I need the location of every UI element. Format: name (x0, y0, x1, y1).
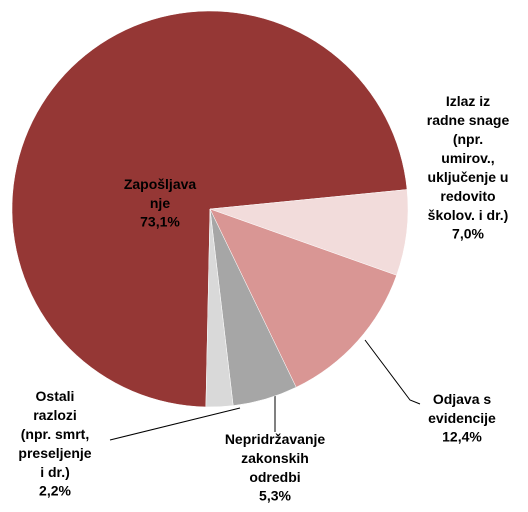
label-line: (npr. smrt, (21, 426, 89, 442)
label-line: zakonskih (241, 450, 309, 466)
value-label: 2,2% (39, 483, 71, 499)
value-label: 7,0% (452, 226, 484, 242)
label-line: uključenje u (428, 169, 509, 185)
label-line: Izlaz iz (446, 93, 490, 109)
label-line: odredbi (249, 469, 300, 485)
label-line: Odjava s (433, 391, 492, 407)
label-line: školov. i dr.) (428, 207, 509, 223)
label-line: radne snage (427, 112, 510, 128)
pie-slice (209, 208, 397, 388)
label-line: Ostali (36, 388, 75, 404)
label-line: (npr. (453, 131, 483, 147)
label-line: i dr.) (40, 464, 70, 480)
value-label: 5,3% (259, 488, 291, 504)
slice-label: Ostali razlozi (npr. smrt, preseljenje i dr.… (18, 388, 91, 480)
pie-slice (11, 10, 408, 408)
label-line: nje (150, 195, 170, 211)
label-line: evidencije (428, 410, 496, 426)
slice-label: Izlaz iz radne snage (npr. umirov., uključen… (427, 93, 510, 223)
label-line: preseljenje (18, 445, 91, 461)
label-line: Zapošljava (124, 176, 197, 192)
slice-label: Odjava s evidencije (428, 391, 496, 426)
label-line: razlozi (33, 407, 77, 423)
leader-line (364, 339, 421, 405)
value-label: 12,4% (442, 429, 482, 445)
pie-slice (205, 208, 234, 408)
value-label: 73,1% (140, 214, 180, 230)
label-line: Nepridržavanje (225, 431, 326, 447)
leader-line (109, 407, 241, 441)
label-line: umirov., (441, 150, 494, 166)
slice-label: Nepridržavanje zakonskih odredbi (225, 431, 326, 485)
label-line: redovito (440, 188, 495, 204)
slice-label: Zapošljava nje (124, 176, 197, 211)
